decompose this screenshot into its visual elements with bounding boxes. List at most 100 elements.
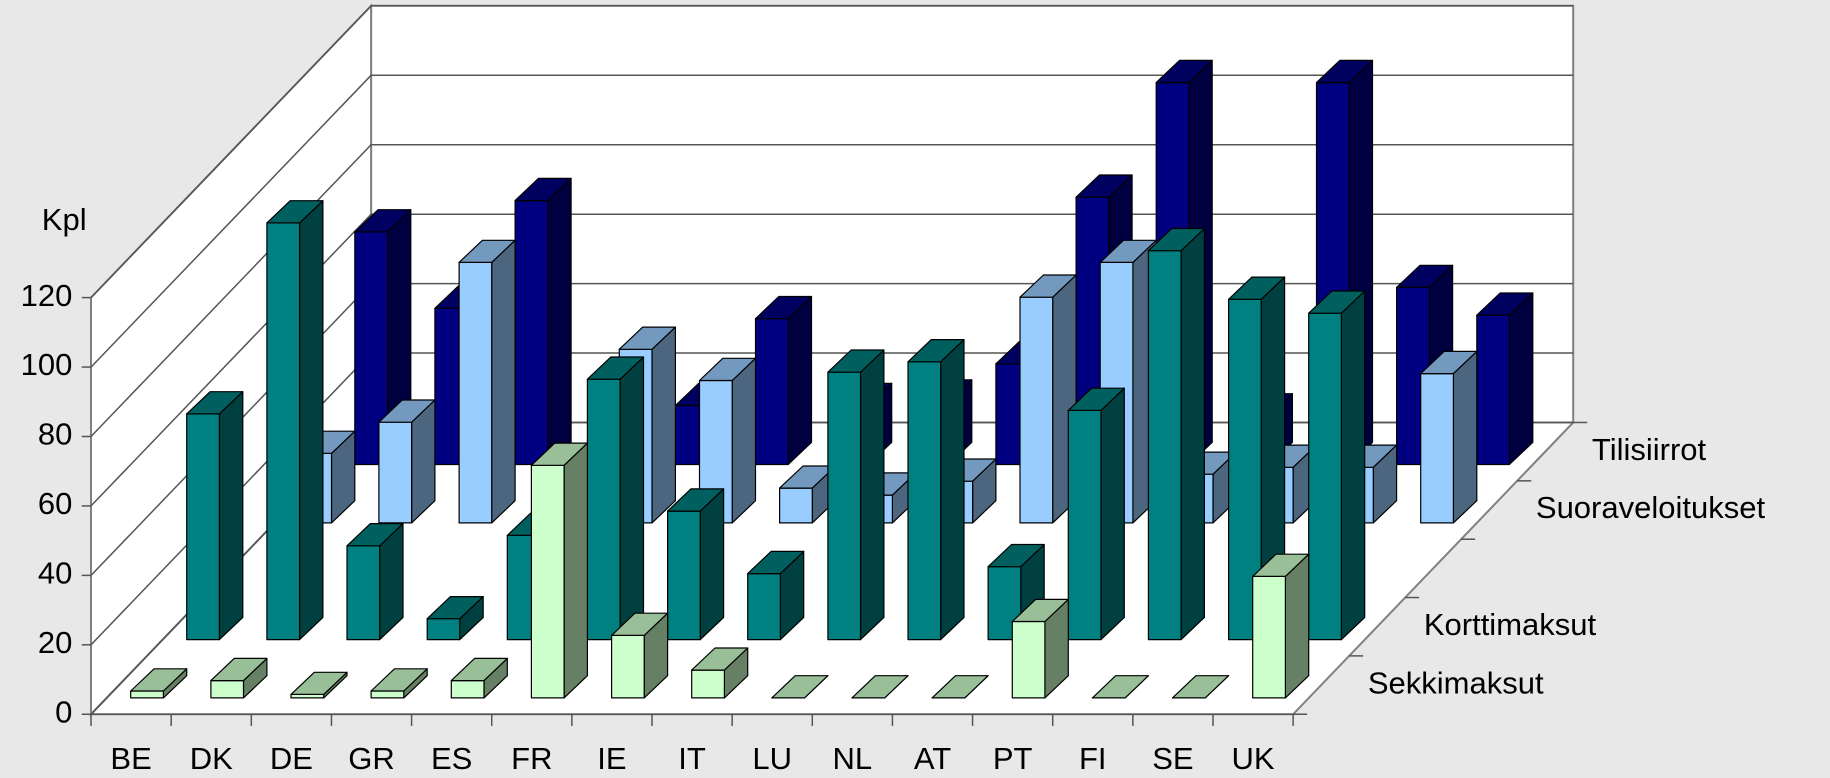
bar: [1147, 227, 1206, 641]
bar-front: [1067, 409, 1102, 641]
x-tick-label: IE: [597, 741, 626, 776]
bar-top: [186, 391, 244, 415]
x-tick-label: IT: [678, 741, 706, 776]
bar-front: [691, 669, 726, 699]
bar-top: [426, 595, 484, 620]
bar: [1019, 274, 1077, 524]
bar: [1171, 675, 1230, 699]
bar-side: [1100, 387, 1125, 641]
bar-top: [931, 675, 989, 699]
bar-top: [1011, 598, 1069, 623]
bar-front: [186, 413, 220, 641]
bar-top: [747, 550, 805, 575]
bar-front: [1420, 373, 1455, 524]
bar-top: [378, 399, 436, 423]
bar-front: [754, 318, 789, 466]
bar-top: [1315, 59, 1374, 84]
bar-top: [771, 675, 829, 699]
bar-top: [1395, 264, 1454, 288]
x-tick-label: NL: [833, 741, 873, 776]
legend-label: Sekkimaksut: [1368, 665, 1544, 700]
x-tick-label: DK: [190, 741, 233, 776]
bar-top: [530, 442, 589, 466]
bar-top: [610, 612, 669, 637]
bar-front: [1019, 296, 1054, 524]
bar-top: [1171, 675, 1230, 699]
bar: [931, 675, 989, 699]
y-tick-label: 120: [21, 278, 73, 313]
bar-front: [666, 510, 701, 641]
bar: [458, 239, 516, 524]
bar-top: [1308, 290, 1366, 314]
bar: [1252, 553, 1310, 699]
x-tick-label: DE: [270, 741, 313, 776]
bar-top: [907, 339, 965, 363]
bar-side: [1284, 553, 1310, 699]
bar-top: [691, 647, 749, 671]
bar: [851, 675, 909, 699]
bar-top: [450, 657, 508, 682]
bar: [691, 647, 749, 699]
x-tick-label: GR: [348, 741, 395, 776]
bar-front: [346, 545, 381, 641]
bar-side: [563, 442, 589, 699]
bar-side: [699, 488, 725, 641]
bar: [907, 339, 965, 641]
bar-side: [491, 239, 516, 524]
bar-top: [1227, 276, 1286, 300]
bar-side: [547, 177, 572, 466]
bar-side: [1508, 292, 1534, 466]
x-tick-label: PT: [993, 741, 1033, 776]
bar-top: [266, 200, 324, 224]
bar: [1067, 387, 1125, 641]
bar-side: [619, 356, 645, 641]
bar-top: [754, 295, 813, 320]
bar-top: [1155, 59, 1213, 84]
x-tick-label: SE: [1152, 741, 1193, 776]
bar-front: [586, 378, 621, 641]
bar-top: [210, 657, 268, 682]
bar-front: [778, 487, 813, 524]
bar-top: [346, 522, 404, 547]
bar: [1227, 276, 1286, 641]
y-tick-label: 20: [38, 625, 72, 660]
bar-top: [666, 488, 725, 512]
bar-top: [1476, 292, 1534, 316]
bar-front: [827, 371, 862, 641]
bar-side: [218, 391, 244, 641]
bar-front: [450, 679, 485, 699]
bar-top: [1099, 239, 1157, 263]
bar: [530, 442, 589, 699]
bar-top: [1075, 174, 1133, 198]
bar: [450, 657, 508, 699]
x-tick-label: LU: [752, 741, 792, 776]
bar-side: [1340, 290, 1366, 641]
bar: [426, 595, 484, 641]
x-tick-label: FI: [1079, 741, 1107, 776]
bar-front: [458, 261, 493, 524]
bar-side: [787, 295, 813, 466]
bar-top: [370, 668, 428, 692]
bar: [747, 550, 805, 641]
bar: [754, 295, 813, 466]
bar: [1308, 290, 1366, 641]
bar: [1091, 675, 1150, 699]
bar-side: [859, 349, 885, 641]
bar: [370, 668, 428, 699]
bar-top: [1147, 227, 1206, 252]
bar-top: [1420, 350, 1478, 375]
bar-front: [1252, 575, 1287, 699]
bar-side: [940, 339, 965, 641]
y-axis-label: Kpl: [42, 202, 87, 237]
bar-top: [827, 349, 885, 373]
bar-top: [130, 668, 188, 692]
bar: [610, 612, 669, 699]
y-tick-label: 100: [21, 347, 73, 382]
bar-side: [731, 357, 757, 524]
bar-side: [651, 326, 677, 524]
y-tick-label: 80: [38, 417, 72, 452]
legend-label: Tilisiirrot: [1592, 432, 1707, 467]
bar: [771, 675, 829, 699]
bar-top: [514, 177, 572, 202]
